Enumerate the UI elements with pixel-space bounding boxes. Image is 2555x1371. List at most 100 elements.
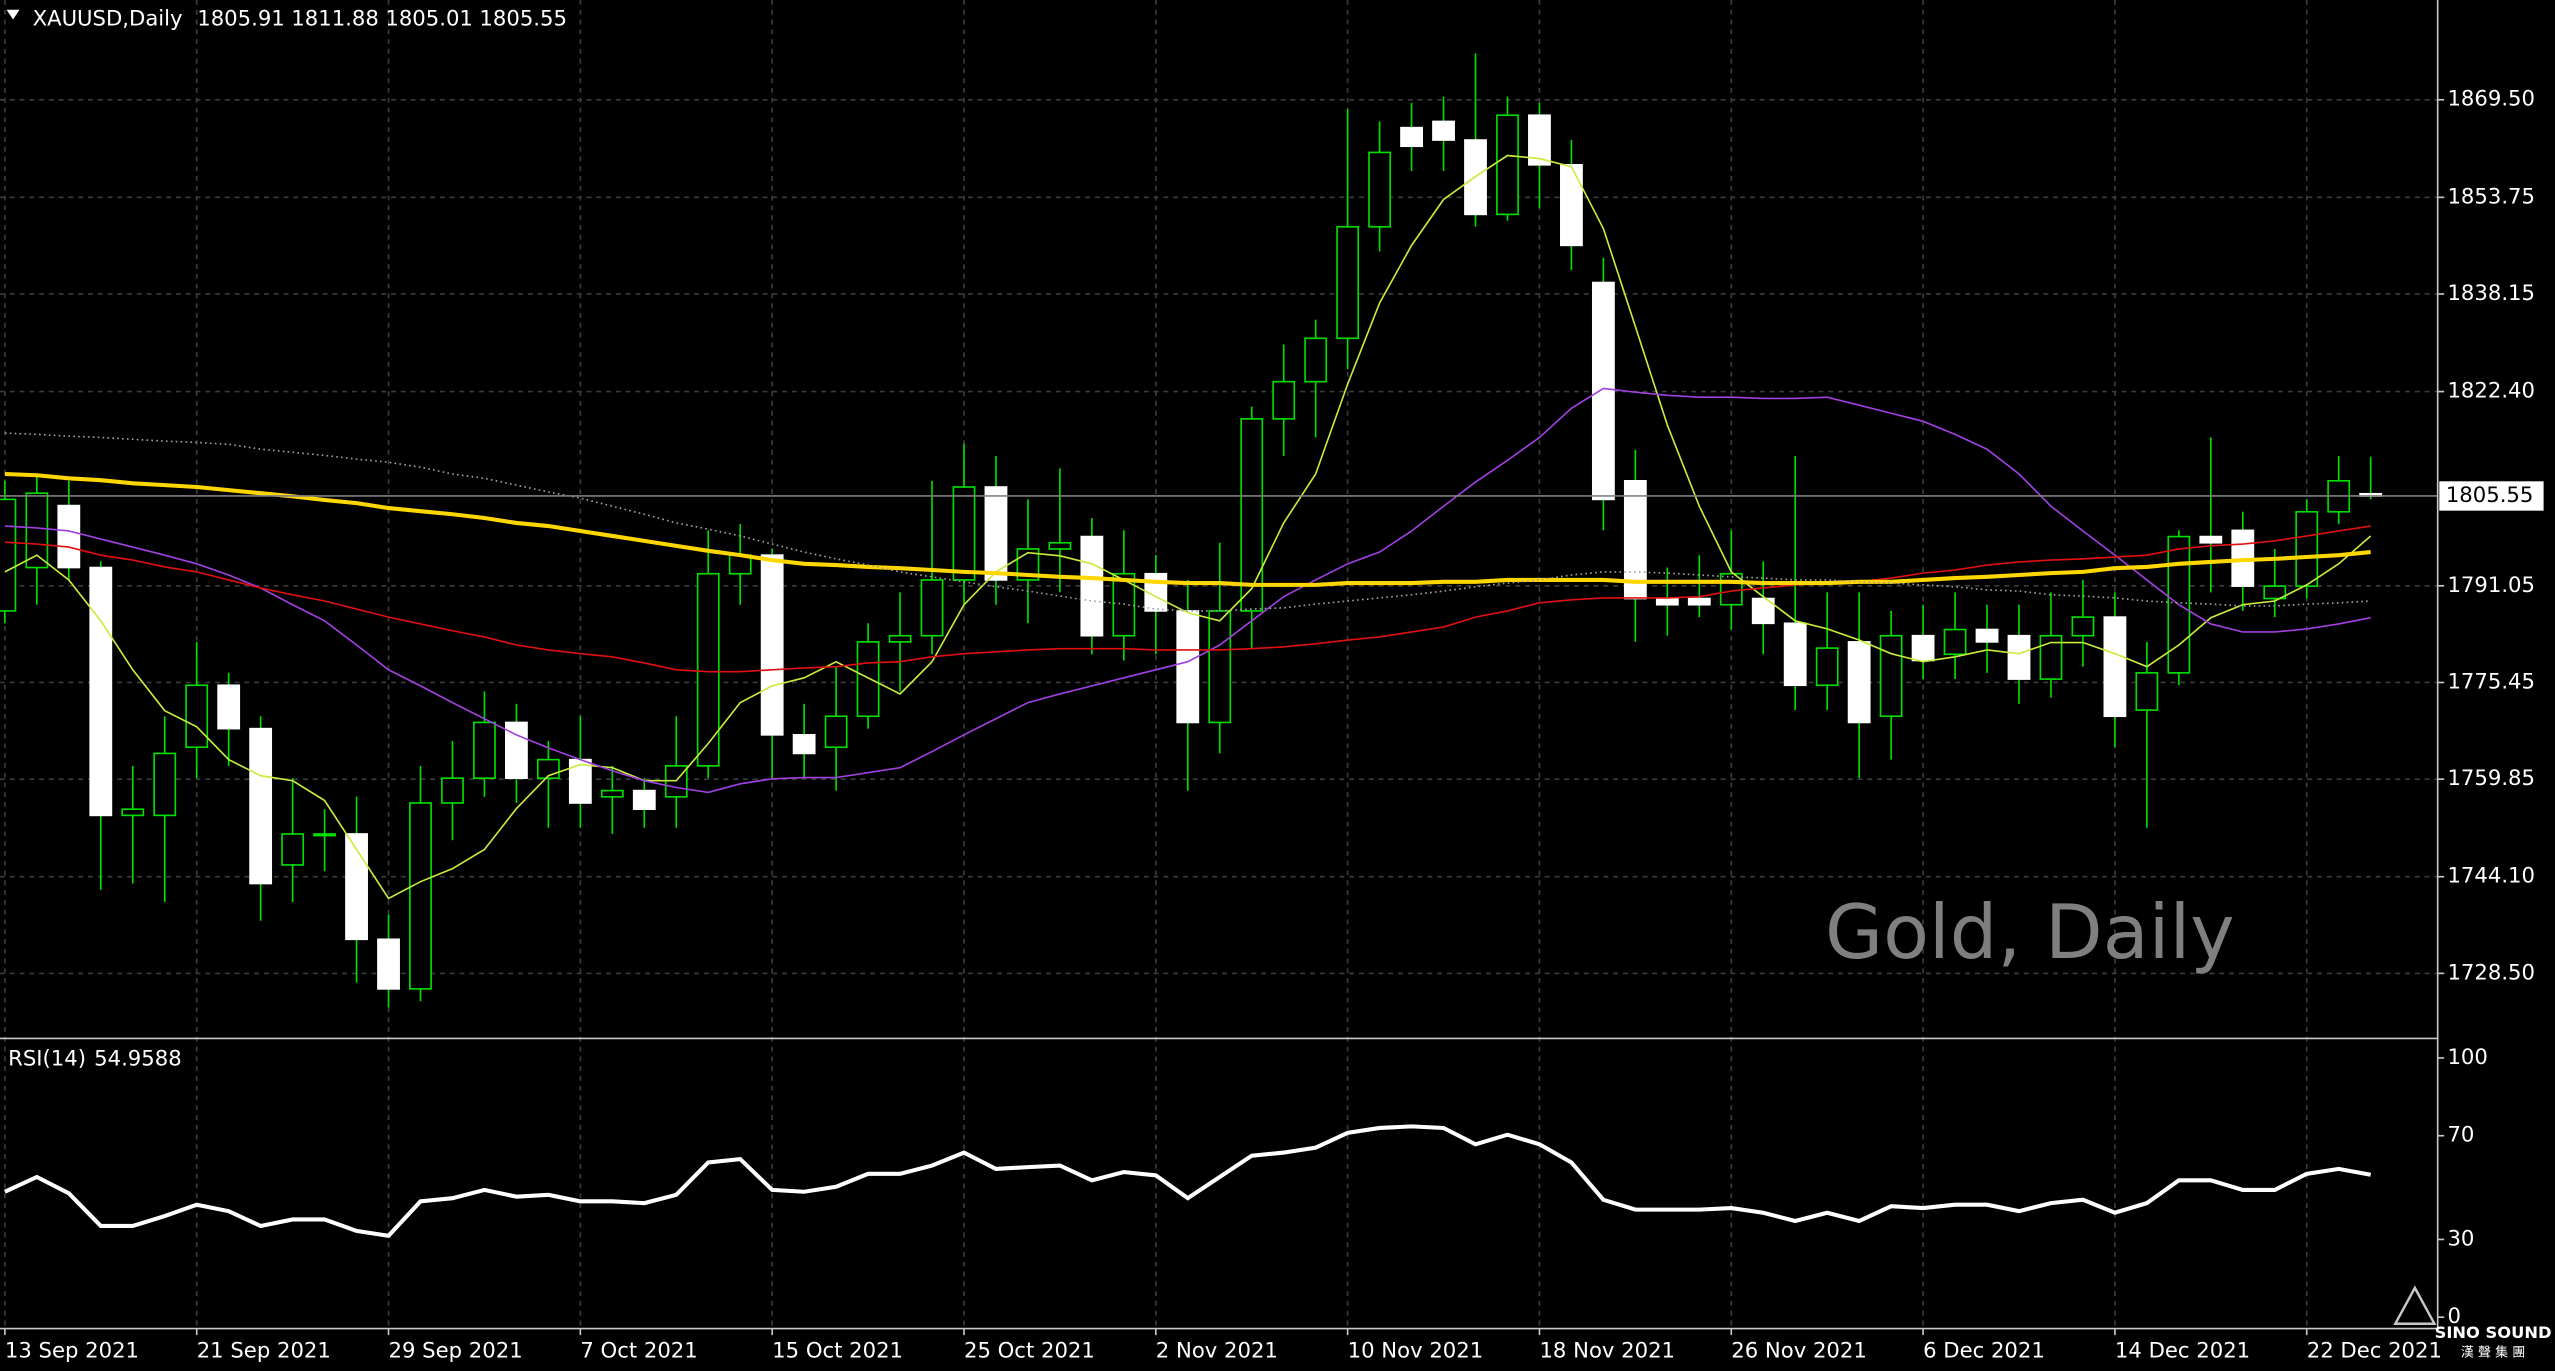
x-tick-label: 13 Sep 2021 [5,1337,139,1362]
brand-name: SINO SOUND [2435,1323,2552,1342]
candle-body [824,715,848,749]
y-tick-label: 1775.45 [2447,668,2535,693]
menu-triangle[interactable] [6,9,20,20]
brand-sub: 漢 聲 集 團 [2461,1345,2525,1361]
candle-body [1432,120,1455,141]
y-tick-label: 1869.50 [2447,86,2535,111]
current-price-label: 1805.55 [2446,482,2534,507]
candle-body [1400,126,1423,148]
candle-body [1528,114,1551,166]
candle-body [1815,647,1839,687]
candle-body [2103,616,2127,718]
y-tick-label: 1838.15 [2447,280,2535,305]
grid-layer [0,0,2445,1336]
candle-body [185,684,209,749]
open-value: 1805.91 [197,6,285,31]
candle-body [1911,634,1935,662]
candle-body [984,486,1008,581]
rsi-y-tick-label: 70 [2447,1122,2474,1147]
candle-body [313,833,336,837]
y-tick-label: 1728.50 [2447,959,2535,984]
candle-body [2135,672,2159,711]
candle-body [473,721,496,780]
rsi-value: 54.9588 [94,1046,182,1071]
candle-body [1048,541,1072,550]
candle-body [1080,535,1104,637]
candle-body [2263,585,2287,600]
candle-body [856,641,880,718]
candle-body [345,833,368,941]
rsi-y-tick-label: 100 [2447,1044,2487,1069]
moving-average [4,432,2371,612]
candle-body [377,938,400,990]
rsi-line [4,1124,2372,1238]
candle-body [1208,610,1232,724]
candle-body [0,498,17,612]
x-tick-label: 2 Nov 2021 [1156,1337,1278,1362]
x-tick-label: 6 Dec 2021 [1923,1337,2045,1362]
candle-body [760,554,784,736]
y-tick-label: 1822.40 [2447,378,2535,403]
candle-body [1975,628,1999,643]
candle-body [1496,114,1519,216]
marks-layer [0,53,2438,1238]
candle-body [696,572,720,767]
candle-body [2295,510,2319,587]
candle-body [25,492,49,569]
candle-body [1240,418,1264,612]
rsi-header: RSI(14) 54.9588 [8,1046,182,1071]
candle-body [1336,225,1360,340]
candle-body [1751,597,1775,625]
candle-body [121,808,145,817]
candle-body [2199,535,2223,544]
candle-body [2071,616,2095,637]
candle-body [89,566,113,817]
candle-body [1783,622,1807,687]
rsi-y-tick-label: 30 [2447,1225,2474,1250]
chart-header: XAUUSD,Daily 1805.91 1811.88 1805.01 1805.55 [33,6,567,31]
candle-body [1591,281,1615,501]
candle-body [153,752,177,817]
x-tick-label: 14 Dec 2021 [2115,1337,2250,1362]
candle-body [568,758,592,804]
x-tick-label: 7 Oct 2021 [580,1337,697,1362]
candle-body [1943,628,1967,656]
candle-body [2007,634,2031,680]
watermark: Gold, Daily [1825,888,2235,976]
y-tick-label: 1853.75 [2447,183,2535,208]
candle-body [888,634,912,643]
candle-body [792,734,816,755]
candle-body [952,486,976,581]
rsi-y-tick-label: 0 [2447,1303,2460,1328]
candle-body [1687,597,1711,606]
close-value: 1805.55 [479,6,567,31]
candle-body [57,504,81,569]
candle-body [1655,597,1679,606]
candle-body [1368,151,1392,228]
current-price-box [2439,481,2544,511]
x-tick-label: 15 Oct 2021 [772,1337,903,1362]
low-value: 1805.01 [385,6,473,31]
candle-body [600,789,624,798]
x-tick-label: 18 Nov 2021 [1539,1337,1675,1362]
y-tick-label: 1744.10 [2447,863,2535,888]
symbol-title: XAUUSD,Daily [33,6,183,31]
candle-body [632,789,656,811]
candle-body [409,802,432,990]
x-tick-label: 29 Sep 2021 [389,1337,523,1362]
candle-body [920,579,944,637]
moving-average [4,525,2371,673]
candle-body [1272,380,1296,420]
x-tick-label: 22 Dec 2021 [2307,1337,2442,1362]
candle-body [441,777,464,804]
high-value: 1811.88 [291,6,379,31]
candle-body [217,684,241,730]
candle-body [1879,634,1903,718]
candle-body [1847,641,1871,724]
x-tick-label: 25 Oct 2021 [964,1337,1095,1362]
rsi-title: RSI(14) [8,1046,86,1071]
brand-logo [2393,1285,2437,1325]
x-tick-label: 10 Nov 2021 [1348,1337,1484,1362]
